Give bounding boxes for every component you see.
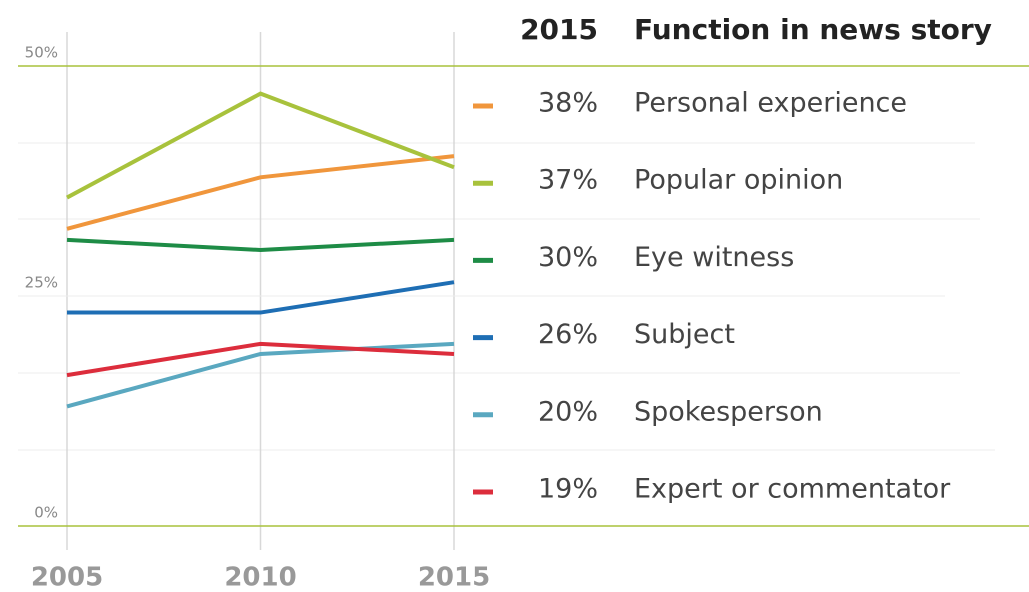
- legend-label: Popular opinion: [634, 165, 843, 196]
- series-line: [66, 341, 455, 409]
- x-tick-label: 2010: [224, 563, 296, 592]
- x-tick-label: 2015: [418, 563, 490, 592]
- series-line: [66, 237, 455, 253]
- series-line: [66, 154, 455, 231]
- legend-value: 37%: [538, 165, 598, 196]
- series-line: [66, 91, 455, 200]
- y-tick-label: 0%: [34, 504, 58, 522]
- series-line: [67, 280, 455, 315]
- legend-label: Spokesperson: [634, 396, 823, 427]
- legend-value-title: 2015: [520, 13, 598, 46]
- legend-title: Function in news story: [634, 13, 992, 46]
- y-tick-label: 25%: [25, 274, 58, 292]
- legend-value: 30%: [538, 242, 598, 273]
- y-tick-label: 50%: [25, 44, 58, 62]
- legend-label: Expert or commentator: [634, 474, 951, 505]
- legend-value: 38%: [538, 88, 598, 119]
- legend-value: 19%: [538, 474, 598, 505]
- legend-value: 20%: [538, 396, 598, 427]
- x-tick-label: 2005: [31, 563, 103, 592]
- series-line: [66, 341, 455, 378]
- legend-label: Eye witness: [634, 242, 794, 273]
- legend-label: Personal experience: [634, 88, 907, 119]
- legend-value: 26%: [538, 319, 598, 350]
- legend-label: Subject: [634, 319, 735, 350]
